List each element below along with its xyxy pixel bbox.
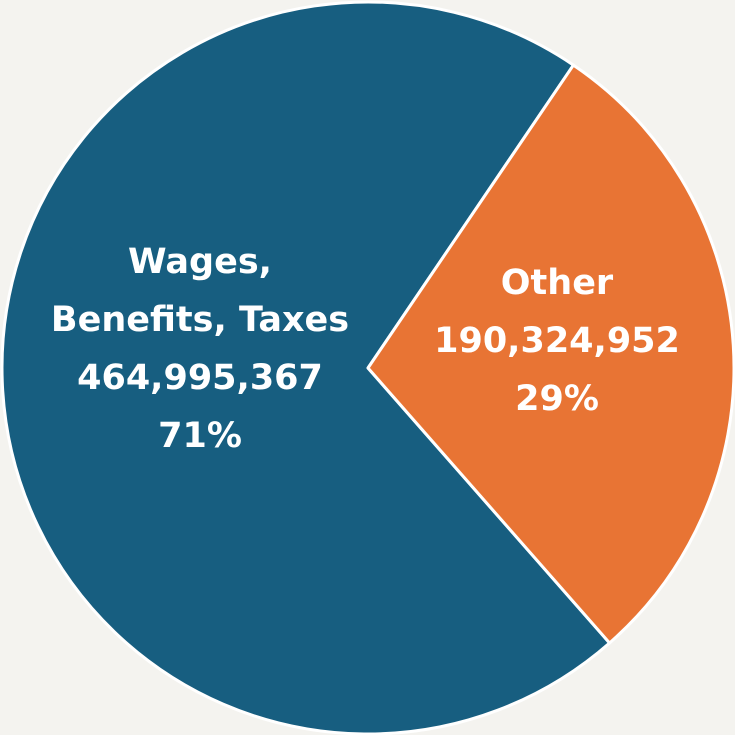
slice-label: Wages, Benefits, Taxes 464,995,367 71% (51, 233, 349, 465)
pie-slice (366, 63, 735, 645)
value-label: 464,995,367 (77, 358, 323, 398)
value-label: 190,324,952 (434, 321, 680, 361)
category-label: Other (500, 263, 614, 303)
percent-label: 29% (515, 379, 599, 419)
category-label: Wages, Benefits, Taxes (50, 242, 350, 340)
percent-label: 71% (158, 416, 242, 456)
pie-slice (0, 0, 612, 735)
slice-label: Other 190,324,952 29% (434, 254, 680, 428)
